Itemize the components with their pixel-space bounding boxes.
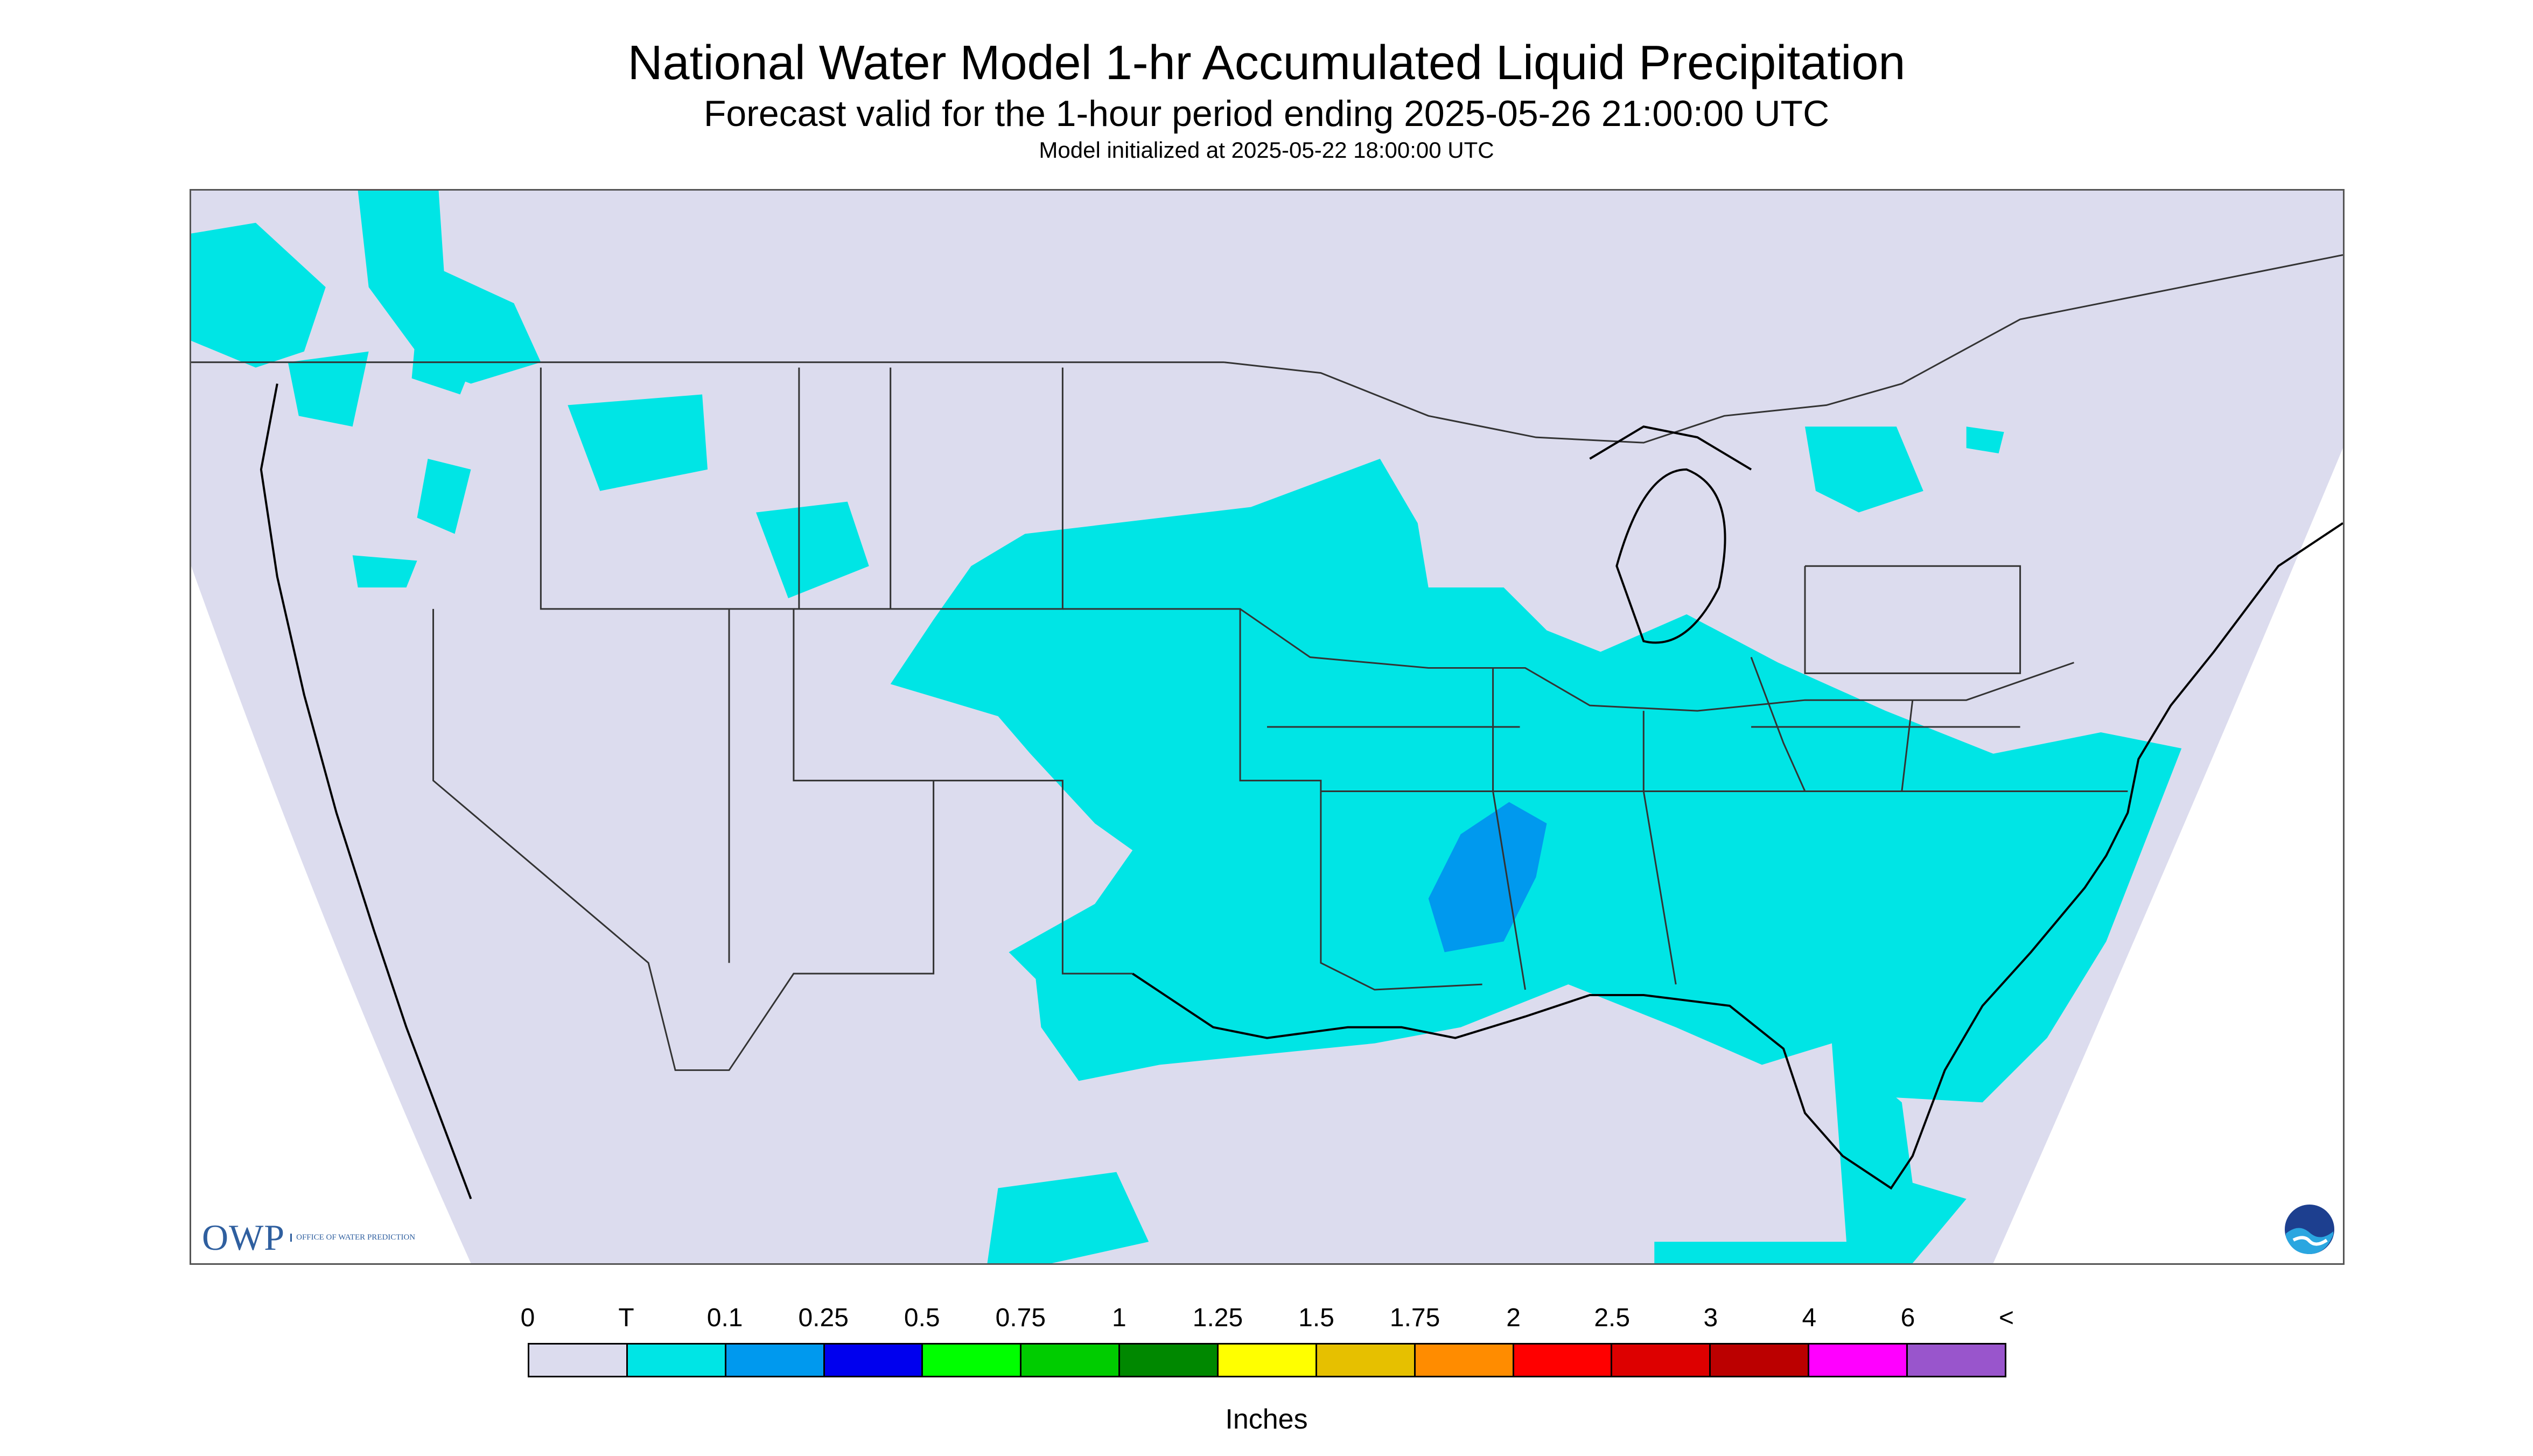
legend-swatch-12 [1711, 1345, 1810, 1376]
model-init-line: Model initialized at 2025-05-22 18:00:00… [1039, 137, 1494, 163]
legend-swatch-8 [1317, 1345, 1416, 1376]
map-subtitle: Forecast valid for the 1-hour period end… [703, 93, 1830, 134]
legend-tick-label: 1.5 [1298, 1304, 1334, 1332]
legend-swatch-1 [627, 1345, 726, 1376]
legend-tick-label: 2.5 [1594, 1304, 1631, 1332]
owp-logo: OWP Office of Water Prediction [202, 1216, 415, 1259]
projection-edge-left [191, 566, 471, 1263]
legend-color-bar [528, 1343, 2006, 1377]
legend-tick-label: 1.75 [1389, 1304, 1440, 1332]
legend-swatch-6 [1120, 1345, 1219, 1376]
legend-tick-label: T [618, 1304, 634, 1332]
legend-tick-label: 0.25 [798, 1304, 849, 1332]
legend-swatch-2 [726, 1345, 825, 1376]
map-canvas [191, 191, 2343, 1263]
legend-tick-label: 4 [1802, 1304, 1817, 1332]
legend-tick-label: 0.1 [706, 1304, 743, 1332]
legend-swatch-3 [824, 1345, 923, 1376]
precip-trace-areas [191, 191, 2182, 1263]
legend-tick-label: 1.25 [1192, 1304, 1243, 1332]
legend-tick-label: 3 [1703, 1304, 1718, 1332]
legend-swatch-11 [1612, 1345, 1711, 1376]
owp-logo-text: OWP [202, 1217, 285, 1258]
precipitation-legend: 0 T 0.1 0.25 0.5 0.75 1 1.25 1.5 1.75 2 2.5 3 4 6 < [521, 1303, 2014, 1377]
precipitation-map: OWP Office of Water Prediction [190, 189, 2345, 1265]
legend-swatch-4 [923, 1345, 1022, 1376]
noaa-logo-icon [2285, 1205, 2334, 1254]
legend-tick-labels: 0 T 0.1 0.25 0.5 0.75 1 1.25 1.5 1.75 2 2.5 3 4 6 < [521, 1303, 2014, 1335]
projection-edge-right [1993, 448, 2343, 1263]
legend-swatch-13 [1809, 1345, 1908, 1376]
legend-swatch-9 [1415, 1345, 1514, 1376]
legend-tick-label: 0 [520, 1304, 535, 1332]
legend-tick-label: 2 [1506, 1304, 1521, 1332]
map-title: National Water Model 1-hr Accumulated Li… [627, 36, 1906, 90]
owp-logo-subtext: Office of Water Prediction [290, 1234, 415, 1242]
legend-swatch-7 [1219, 1345, 1317, 1376]
legend-tick-label: 0.75 [995, 1304, 1046, 1332]
legend-tick-label: 6 [1900, 1304, 1915, 1332]
legend-swatch-10 [1514, 1345, 1613, 1376]
boundary-lines [191, 254, 2343, 1071]
noaa-logo [2283, 1202, 2336, 1259]
legend-tick-label: 0.5 [904, 1304, 940, 1332]
legend-tick-label: 1 [1112, 1304, 1126, 1332]
legend-tick-label: < [1998, 1304, 2014, 1332]
legend-swatch-14 [1908, 1345, 2005, 1376]
legend-units: Inches [1225, 1404, 1308, 1435]
legend-swatch-5 [1021, 1345, 1121, 1376]
legend-swatch-0 [529, 1345, 628, 1376]
coastlines [260, 383, 2343, 1200]
